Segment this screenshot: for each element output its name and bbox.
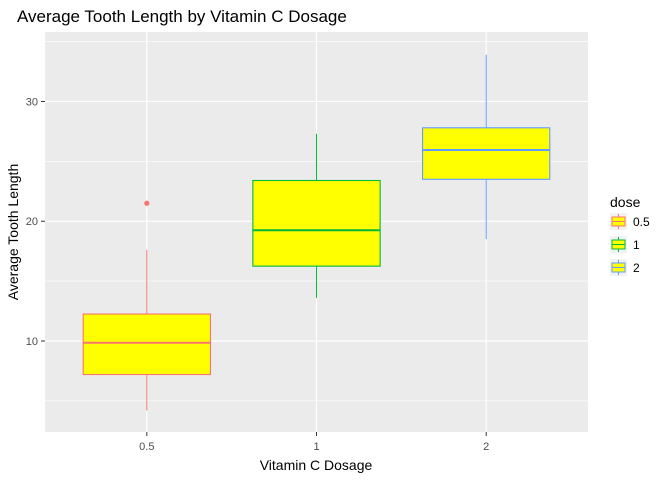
legend-label: 0.5 bbox=[633, 215, 650, 229]
legend-key-0-5 bbox=[610, 213, 627, 230]
legend-key-2 bbox=[610, 259, 627, 276]
legend-title: dose bbox=[610, 194, 641, 210]
box bbox=[252, 179, 381, 267]
legend: dose 0.5 1 2 bbox=[610, 194, 650, 276]
legend-label: 1 bbox=[633, 238, 640, 252]
box-group-2 bbox=[422, 54, 551, 240]
y-tick-label: 10 bbox=[26, 336, 38, 348]
y-tick-label: 30 bbox=[26, 96, 38, 108]
box bbox=[82, 313, 211, 376]
outlier-point bbox=[144, 200, 150, 206]
x-axis-title: Vitamin C Dosage bbox=[260, 457, 373, 473]
y-axis: 10 20 30 bbox=[26, 96, 45, 348]
y-tick-label: 20 bbox=[26, 216, 38, 228]
x-tick-label: 0.5 bbox=[139, 441, 154, 453]
y-axis-title: Average Tooth Length bbox=[5, 164, 21, 301]
x-tick-label: 1 bbox=[313, 441, 319, 453]
chart-title: Average Tooth Length by Vitamin C Dosage bbox=[17, 7, 347, 26]
legend-label: 2 bbox=[633, 261, 640, 275]
x-tick-label: 2 bbox=[483, 441, 489, 453]
box-group-1 bbox=[252, 133, 381, 298]
box-group-0-5 bbox=[82, 200, 211, 411]
box bbox=[422, 127, 551, 180]
boxes-layer bbox=[82, 54, 551, 411]
legend-key-1 bbox=[610, 236, 627, 253]
x-axis: 0.5 1 2 bbox=[139, 432, 489, 453]
